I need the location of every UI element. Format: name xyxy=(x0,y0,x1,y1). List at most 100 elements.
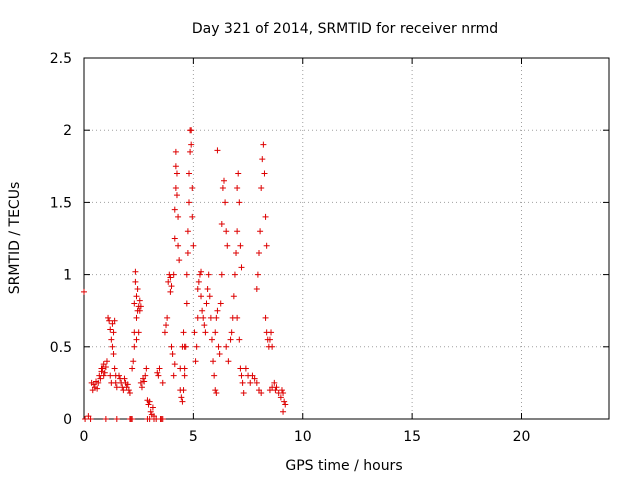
data-point xyxy=(181,372,188,379)
data-point xyxy=(253,286,260,293)
data-point xyxy=(129,416,136,422)
data-point xyxy=(212,387,219,394)
data-point xyxy=(110,329,117,336)
data-point xyxy=(201,322,208,329)
data-point xyxy=(81,288,87,295)
data-point xyxy=(176,257,183,264)
data-point xyxy=(138,384,145,391)
data-point xyxy=(149,404,156,411)
data-point xyxy=(132,278,139,285)
grid xyxy=(84,58,609,419)
data-points xyxy=(81,127,289,422)
x-tick-label: 0 xyxy=(80,429,89,445)
data-point xyxy=(170,271,177,278)
data-point xyxy=(258,390,265,397)
y-tick-label: 2 xyxy=(63,123,72,139)
data-point xyxy=(237,365,244,372)
data-point xyxy=(172,184,179,191)
data-point xyxy=(130,358,137,365)
data-point xyxy=(242,365,249,372)
data-point xyxy=(190,242,197,249)
data-point xyxy=(171,206,178,213)
data-point xyxy=(254,271,261,278)
data-point xyxy=(132,268,139,275)
data-point xyxy=(257,228,264,235)
data-point xyxy=(131,343,138,350)
data-point xyxy=(134,286,141,293)
data-point xyxy=(168,343,175,350)
data-point xyxy=(261,170,268,177)
data-point xyxy=(97,375,104,382)
data-point xyxy=(198,293,205,300)
data-point xyxy=(82,416,89,422)
data-point xyxy=(188,127,195,134)
data-point xyxy=(198,268,205,275)
data-point xyxy=(95,379,102,386)
data-point xyxy=(137,303,144,310)
data-point xyxy=(224,242,231,249)
data-point xyxy=(116,372,122,379)
data-point xyxy=(171,361,178,368)
data-point xyxy=(258,184,265,191)
data-point xyxy=(239,379,246,386)
data-point xyxy=(195,278,202,285)
data-point xyxy=(231,271,238,278)
data-point xyxy=(87,416,94,422)
data-point xyxy=(282,401,289,408)
x-axis-label: GPS time / hours xyxy=(285,458,402,474)
data-point xyxy=(202,329,209,336)
data-point xyxy=(221,177,227,184)
data-point xyxy=(273,384,280,391)
data-point xyxy=(280,408,287,415)
data-point xyxy=(111,365,118,372)
x-tick-label: 10 xyxy=(294,429,312,445)
data-point xyxy=(184,228,191,235)
data-point xyxy=(146,416,153,422)
data-point xyxy=(280,390,287,397)
data-point xyxy=(194,314,201,321)
data-point xyxy=(207,314,214,321)
data-point xyxy=(107,372,114,379)
x-tick-label: 20 xyxy=(513,429,531,445)
data-point xyxy=(277,394,284,401)
data-point xyxy=(145,401,152,408)
data-point xyxy=(171,235,178,242)
data-point xyxy=(131,300,138,307)
data-point xyxy=(218,221,225,228)
data-point xyxy=(237,242,244,249)
data-point xyxy=(155,372,162,379)
data-point xyxy=(269,343,276,350)
data-point xyxy=(179,398,186,405)
data-point xyxy=(233,249,240,256)
data-point xyxy=(175,242,182,249)
data-point xyxy=(189,213,196,220)
data-point xyxy=(266,336,273,343)
data-point xyxy=(180,387,187,394)
data-point xyxy=(183,271,190,278)
y-tick-label: 0 xyxy=(63,412,72,428)
data-point xyxy=(98,365,105,372)
data-point xyxy=(167,274,174,281)
data-point xyxy=(268,329,275,336)
data-point xyxy=(110,351,117,358)
data-point xyxy=(183,300,190,307)
y-tick-label: 1 xyxy=(63,268,72,284)
data-point xyxy=(193,343,200,350)
data-point xyxy=(271,379,278,386)
data-point xyxy=(191,329,198,336)
data-point xyxy=(256,249,262,256)
data-point xyxy=(188,141,195,148)
data-point xyxy=(143,365,150,372)
data-point xyxy=(124,381,131,388)
data-point xyxy=(125,387,132,394)
data-point xyxy=(180,329,187,336)
data-point xyxy=(240,390,247,397)
data-point xyxy=(126,390,133,397)
data-point xyxy=(165,278,172,285)
data-point xyxy=(182,343,189,350)
data-point xyxy=(113,384,120,391)
y-tick-label: 0.5 xyxy=(50,340,72,356)
data-point xyxy=(167,288,174,295)
data-point xyxy=(196,271,203,278)
